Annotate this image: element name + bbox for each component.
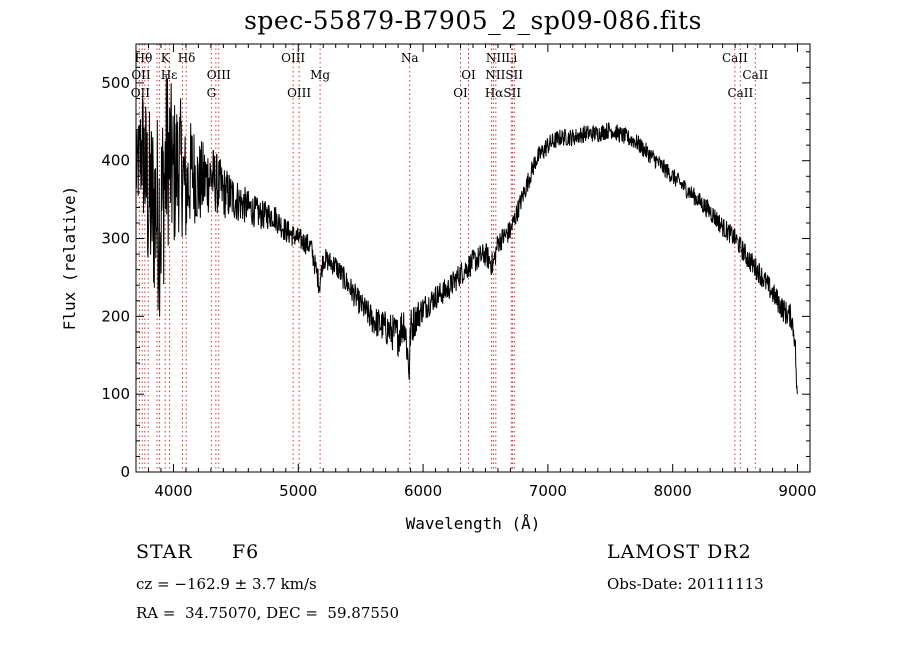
line-label: Na xyxy=(401,51,419,65)
y-tick-label: 500 xyxy=(101,74,130,92)
x-axis-label: Wavelength (Å) xyxy=(406,514,541,533)
line-label: G xyxy=(207,86,217,100)
spectral-subclass: F6 xyxy=(232,541,260,563)
y-tick-label: 100 xyxy=(101,385,130,403)
line-label: Mg xyxy=(310,68,330,82)
object-class: STAR xyxy=(136,541,193,563)
line-label: Hε xyxy=(161,68,178,82)
x-tick-label: 4000 xyxy=(154,482,192,500)
line-label: OII xyxy=(131,68,151,82)
line-label: HαSII xyxy=(485,86,522,100)
line-label: OII xyxy=(131,86,151,100)
y-tick-label: 200 xyxy=(101,307,130,325)
line-label: CaII xyxy=(742,68,768,82)
chart-title: spec-55879-B7905_2_sp09-086.fits xyxy=(244,6,702,35)
line-label: CaII xyxy=(722,51,748,65)
line-label: OIII xyxy=(207,68,231,82)
line-label: OIII xyxy=(281,51,305,65)
line-label: NII xyxy=(486,51,506,65)
y-tick-label: 300 xyxy=(101,230,130,248)
line-label: Hδ xyxy=(178,51,196,65)
line-label: Li xyxy=(505,51,517,65)
y-axis-label: Flux (relative) xyxy=(60,186,79,331)
y-tick-label: 400 xyxy=(101,152,130,170)
line-label: K xyxy=(161,51,171,65)
spectrum-line xyxy=(135,75,798,395)
plot-frame xyxy=(135,43,811,473)
x-tick-label: 6000 xyxy=(404,482,442,500)
x-tick-label: 7000 xyxy=(529,482,567,500)
coordinates: RA = 34.75070, DEC = 59.87550 xyxy=(136,604,400,622)
redshift-value: cz = −162.9 ± 3.7 km/s xyxy=(136,575,317,593)
x-tick-label: 8000 xyxy=(654,482,692,500)
line-label: OIII xyxy=(287,86,311,100)
line-label: CaII xyxy=(727,86,753,100)
line-label: NIISII xyxy=(485,68,523,82)
line-label: Hθ xyxy=(135,51,153,65)
y-tick-label: 0 xyxy=(120,463,130,481)
x-tick-label: 9000 xyxy=(778,482,816,500)
line-label: OI xyxy=(461,68,476,82)
line-label: OI xyxy=(453,86,468,100)
x-tick-label: 5000 xyxy=(279,482,317,500)
observation-date: Obs-Date: 20111113 xyxy=(607,575,764,593)
survey-name: LAMOST DR2 xyxy=(607,541,752,563)
